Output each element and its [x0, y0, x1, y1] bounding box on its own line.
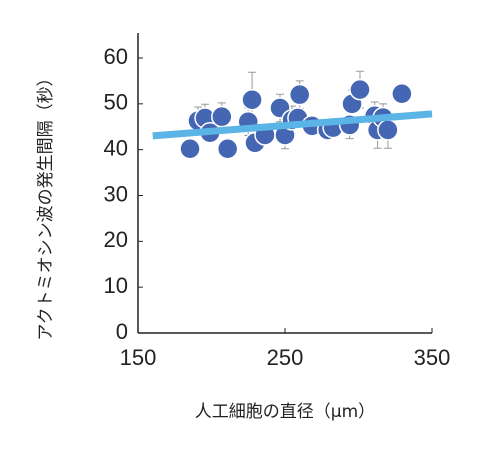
y-tick-label: 60: [104, 44, 128, 69]
point: [377, 119, 399, 141]
y-tick-label: 40: [104, 135, 128, 160]
point: [211, 105, 233, 128]
point: [349, 78, 371, 101]
y-axis-label: アクトミオシン波の発生間隔（秒）: [36, 69, 56, 340]
y-tick-label: 10: [104, 273, 128, 298]
point: [216, 138, 239, 160]
point: [179, 138, 201, 160]
y-tick-label: 0: [116, 319, 128, 344]
trend-line: [152, 110, 433, 140]
y-tick-label: 50: [104, 90, 128, 115]
y-tick-label: 30: [104, 181, 128, 206]
x-tick-label: 350: [414, 345, 451, 370]
x-axis-label: 人工細胞の直径（μm）: [195, 402, 375, 422]
y-tick-label: 20: [104, 227, 128, 252]
x-tick-label: 150: [120, 345, 157, 370]
point: [288, 83, 311, 106]
point: [391, 83, 413, 105]
point: [241, 88, 263, 111]
x-tick-label: 250: [267, 345, 304, 370]
